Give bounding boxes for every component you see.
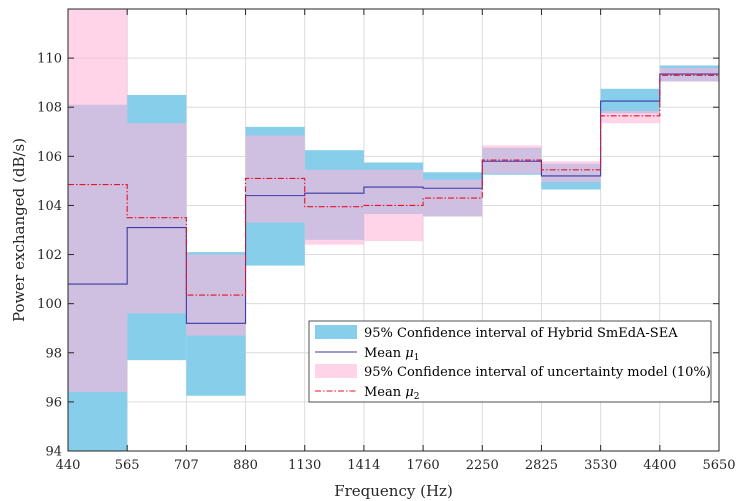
- x-tick-label-1: 565: [115, 458, 140, 473]
- bands: [68, 9, 719, 451]
- x-tick-label-4: 1130: [288, 458, 321, 473]
- legend-label-mean1-text: Mean: [364, 346, 402, 361]
- y-tick-label-8: 110: [37, 52, 62, 67]
- y-axis-label: Power exchanged (dB/s): [10, 138, 28, 322]
- x-tick-label-0: 440: [56, 458, 81, 473]
- band2-segment-4: [304, 169, 364, 245]
- band2-segment-8: [541, 161, 601, 183]
- x-tick-label-11: 5650: [702, 458, 735, 473]
- x-tick-label-5: 1414: [347, 458, 380, 473]
- y-tick-label-2: 98: [45, 346, 62, 361]
- legend-label-mean2: Mean μ2: [364, 385, 419, 402]
- legend-label-mean1-subscript: 1: [414, 353, 420, 363]
- mean-lines: [68, 73, 719, 324]
- legend: 95% Confidence interval of Hybrid SmEdA-…: [308, 320, 712, 403]
- band2-segment-7: [482, 145, 542, 174]
- x-tick-label-6: 1760: [407, 458, 440, 473]
- legend-box: [308, 320, 712, 403]
- mean2-line: [68, 74, 719, 296]
- legend-swatch-band2: [315, 364, 357, 378]
- y-tick-label-3: 100: [37, 297, 62, 312]
- y-tick-label-0: 94: [45, 445, 62, 460]
- legend-label-mean1: Mean μ1: [364, 346, 419, 363]
- legend-label-mean2-text: Mean: [364, 385, 402, 400]
- y-tick-label-4: 102: [37, 248, 62, 263]
- y-tick-label-6: 106: [37, 150, 62, 165]
- x-tick-label-2: 707: [174, 458, 199, 473]
- legend-label-mean1-symbol: μ: [405, 346, 413, 361]
- y-tick-label-1: 96: [45, 395, 62, 410]
- x-axis-label: Frequency (Hz): [334, 482, 453, 500]
- x-tick-label-3: 880: [233, 458, 258, 473]
- legend-label-mean2-symbol: μ: [405, 385, 413, 400]
- x-axis-ticks: 440 565 707 880 1130 1414 1760 2250 2825 3530 4400…: [56, 9, 736, 473]
- x-tick-label-9: 3530: [584, 458, 617, 473]
- y-axis-ticks: 94 96 98 100 102 104 106 108 110: [37, 52, 719, 460]
- band2-segment-10: [659, 67, 719, 82]
- band2-segment-9: [600, 110, 660, 124]
- y-tick-label-7: 108: [37, 101, 62, 116]
- band2-segment-3: [245, 135, 305, 223]
- x-tick-label-8: 2825: [525, 458, 558, 473]
- band2-segment-0: [68, 9, 128, 393]
- x-tick-label-7: 2250: [466, 458, 499, 473]
- y-tick-label-5: 104: [37, 199, 62, 214]
- legend-label-band1: 95% Confidence interval of Hybrid SmEdA-…: [364, 326, 678, 341]
- x-tick-label-10: 4400: [643, 458, 676, 473]
- legend-label-band2: 95% Confidence interval of uncertainty m…: [364, 365, 711, 380]
- band2-segment-1: [127, 123, 187, 314]
- legend-swatch-band1: [315, 325, 357, 339]
- plot-frame: [67, 8, 720, 452]
- legend-label-mean2-subscript: 2: [414, 392, 420, 402]
